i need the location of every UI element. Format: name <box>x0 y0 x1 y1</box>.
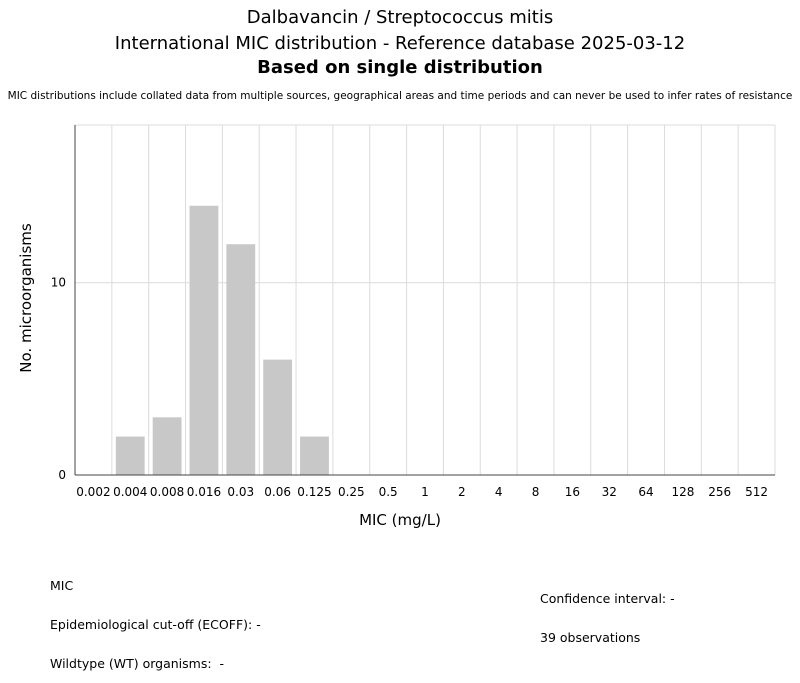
wildtype-text: Wildtype (WT) organisms: - <box>50 656 225 671</box>
bar-0.125 <box>300 436 329 475</box>
bar-0.004 <box>115 436 145 475</box>
x-tick-label: 0.06 <box>264 485 291 499</box>
y-tick-labels: 0 10 <box>51 276 66 482</box>
chart-subtitle-bold: Based on single distribution <box>257 57 543 78</box>
x-tick-label: 0.008 <box>150 485 184 499</box>
x-tick-label: 512 <box>745 485 768 499</box>
x-tick-label: 64 <box>638 485 653 499</box>
y-tick-label: 0 <box>58 468 66 482</box>
chart-subtitle: International MIC distribution - Referen… <box>114 33 686 54</box>
mic-label: MIC <box>50 578 74 593</box>
x-tick-labels: 0.002 0.004 0.008 0.016 0.03 0.06 0.125 0.25 0.5… <box>76 485 768 499</box>
disclaimer-text: MIC distributions include collated data … <box>7 90 793 102</box>
bar-0.06 <box>263 359 293 475</box>
confidence-text: Confidence interval: - <box>540 591 675 606</box>
axes <box>74 125 775 476</box>
mic-bar-chart: 0.002 0.004 0.008 0.016 0.03 0.06 0.125 0.25 0.5… <box>17 124 776 529</box>
x-tick-label: 0.004 <box>113 485 147 499</box>
x-tick-label: 0.125 <box>297 485 331 499</box>
x-tick-label: 16 <box>565 485 580 499</box>
x-tick-label: 0.002 <box>76 485 110 499</box>
x-tick-label: 0.016 <box>187 485 221 499</box>
x-tick-label: 4 <box>495 485 503 499</box>
chart-title: Dalbavancin / Streptococcus mitis <box>246 7 554 28</box>
footer-right: Confidence interval: - 39 observations <box>540 566 675 657</box>
x-tick-label: 32 <box>602 485 617 499</box>
bar-0.03 <box>226 244 256 475</box>
x-tick-label: 8 <box>532 485 540 499</box>
y-axis-label: No. microorganisms <box>17 223 35 373</box>
ecoff-text: Epidemiological cut-off (ECOFF): - <box>50 617 261 632</box>
x-tick-label: 1 <box>421 485 429 499</box>
x-tick-label: 256 <box>708 485 731 499</box>
bars <box>115 205 329 475</box>
x-tick-label: 0.5 <box>379 485 398 499</box>
grid-lines <box>75 124 776 475</box>
x-tick-label: 0.25 <box>338 485 365 499</box>
x-tick-label: 0.03 <box>227 485 254 499</box>
bar-0.016 <box>189 205 219 475</box>
x-tick-label: 128 <box>671 485 694 499</box>
x-axis-label: MIC (mg/L) <box>359 511 441 529</box>
observations-text: 39 observations <box>540 630 641 645</box>
bar-0.008 <box>152 417 182 475</box>
footer-left: MIC Epidemiological cut-off (ECOFF): - W… <box>50 553 261 683</box>
y-tick-label: 10 <box>51 276 66 290</box>
x-tick-label: 2 <box>458 485 466 499</box>
